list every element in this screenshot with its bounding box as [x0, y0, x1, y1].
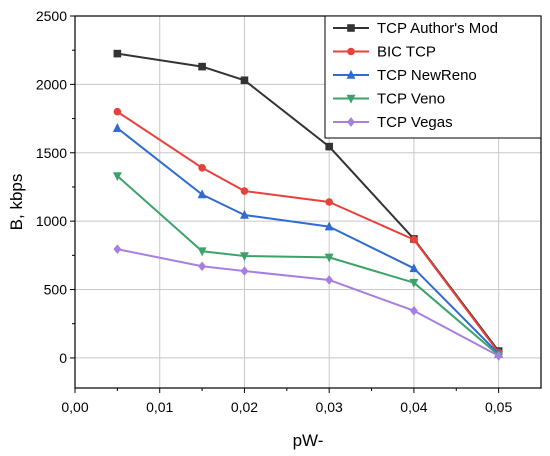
legend-label: TCP Author's Mod [377, 20, 498, 37]
y-tick-label: 1500 [36, 145, 67, 161]
data-point [198, 261, 207, 272]
data-point [325, 198, 333, 206]
x-axis-title: pW- [293, 431, 324, 450]
legend-label: TCP Veno [377, 91, 445, 108]
y-tick-label: 0 [59, 350, 67, 366]
data-point [112, 172, 122, 182]
plot-frame [74, 15, 542, 389]
data-point [410, 235, 418, 244]
series-line [116, 110, 500, 354]
data-point [197, 247, 207, 257]
x-tick-label: 0,03 [316, 399, 343, 415]
data-point [409, 263, 419, 273]
series-3 [112, 123, 504, 358]
y-tick-label: 2000 [36, 76, 67, 92]
legend-box [324, 15, 542, 139]
y-tick-label: 1000 [36, 213, 67, 229]
data-point [198, 164, 206, 172]
data-point [240, 209, 249, 219]
legend-swatch-marker [347, 47, 355, 56]
data-point [113, 244, 122, 255]
legend-swatch-marker [347, 117, 355, 127]
legend-swatch-marker [346, 94, 356, 104]
data-point [325, 142, 333, 151]
axis-ticks: 0,00 0,01 0,02 0,03 0,04 0,05 0 500 1000 1500 2000… [36, 8, 513, 415]
legend-label: TCP Vegas [377, 114, 453, 131]
x-tick-label: 0,02 [231, 399, 258, 415]
data-point [494, 351, 503, 361]
data-point [409, 278, 419, 288]
data-point [240, 266, 249, 276]
legend-item: TCP Author's Mod [333, 20, 498, 37]
x-tick-label: 0,05 [485, 399, 512, 415]
series-4 [112, 172, 504, 361]
legend: TCP Author's Mod BIC TCP TCP NewReno TCP Ve… [324, 15, 542, 139]
legend-label: BIC TCP [377, 44, 436, 61]
legend-item: TCP NewReno [333, 67, 477, 84]
legend-swatch-marker [346, 69, 356, 79]
series-group [112, 49, 504, 361]
data-point [113, 107, 122, 116]
series-5 [113, 244, 503, 361]
legend-item: TCP Veno [333, 91, 445, 108]
data-point [325, 275, 334, 285]
x-tick-label: 0,04 [400, 399, 427, 415]
data-point [409, 305, 418, 316]
data-point [240, 76, 249, 85]
data-point [198, 62, 206, 71]
data-point [240, 187, 249, 195]
series-line [116, 175, 500, 356]
legend-item: BIC TCP [333, 44, 436, 61]
y-tick-label: 500 [44, 282, 68, 298]
data-point [113, 49, 122, 58]
series-2 [113, 107, 503, 357]
x-tick-label: 0,01 [146, 399, 173, 415]
legend-label: TCP NewReno [377, 67, 477, 84]
data-point [240, 252, 249, 262]
x-tick-label: 0,00 [61, 399, 88, 415]
y-axis-title: B, kbps [7, 174, 26, 231]
legend-item: TCP Vegas [333, 114, 453, 131]
data-point [324, 253, 334, 263]
y-tick-label: 2500 [36, 8, 67, 24]
data-point [112, 123, 122, 132]
data-point [197, 189, 207, 199]
series-line [116, 127, 500, 355]
legend-swatch-marker [347, 24, 355, 32]
data-point [324, 221, 334, 231]
series-line [117, 248, 500, 357]
